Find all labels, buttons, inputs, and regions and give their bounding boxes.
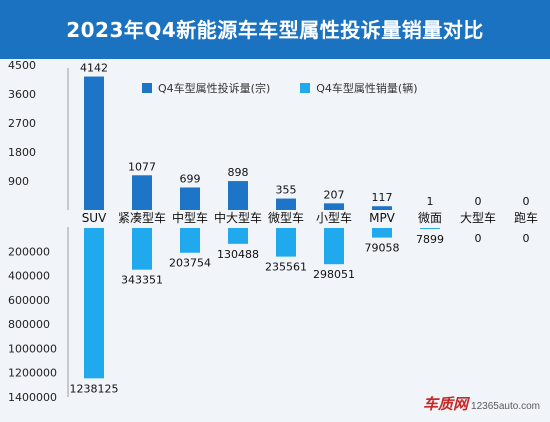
- y-tick-lower-2: 600000: [8, 294, 50, 307]
- category-label-3: 中大型车: [214, 210, 262, 225]
- category-label-4: 微型车: [268, 210, 304, 225]
- legend-item-complaints: Q4车型属性投诉量(宗): [142, 80, 270, 96]
- y-tick-upper-4: 900: [8, 175, 29, 188]
- category-label-6: MPV: [369, 211, 396, 225]
- bar-complaints-3: [228, 181, 248, 210]
- legend: Q4车型属性投诉量(宗) Q4车型属性销量(辆): [142, 80, 418, 96]
- y-tick-lower-5: 1200000: [8, 367, 57, 380]
- bar-complaints-5: [324, 203, 344, 210]
- data-label-complaints-4: 355: [276, 184, 297, 197]
- data-label-complaints-6: 117: [372, 191, 393, 204]
- bar-complaints-1: [132, 175, 152, 210]
- category-label-2: 中型车: [172, 210, 208, 225]
- bar-complaints-4: [276, 198, 296, 210]
- data-label-sales-3: 130488: [217, 248, 259, 261]
- legend-swatch-sales: [300, 83, 311, 93]
- y-tick-lower-6: 1400000: [8, 391, 57, 404]
- watermark-url: 12365auto.com: [471, 401, 540, 412]
- chart-area: 4500 3600 2700 1800 900 200000 400000 600000 800…: [8, 59, 538, 404]
- bar-sales-3: [228, 228, 248, 244]
- category-label-5: 小型车: [316, 210, 352, 225]
- bar-complaints-0: [84, 76, 104, 210]
- bar-sales-0: [84, 228, 104, 379]
- title-banner: [0, 0, 550, 59]
- chart-title: 2023年Q4新能源车车型属性投诉量销量对比: [66, 18, 484, 42]
- data-label-sales-4: 235561: [265, 261, 307, 274]
- data-label-sales-8: 0: [475, 232, 482, 245]
- data-label-complaints-5: 207: [324, 188, 345, 201]
- data-label-sales-9: 0: [523, 232, 530, 245]
- bar-sales-6: [372, 228, 392, 238]
- data-label-sales-0: 1238125: [70, 382, 119, 395]
- legend-label-complaints: Q4车型属性投诉量(宗): [158, 82, 271, 95]
- y-tick-upper-0: 4500: [8, 59, 36, 72]
- legend-item-sales: Q4车型属性销量(辆): [300, 80, 418, 96]
- data-label-sales-1: 343351: [121, 274, 163, 287]
- watermark-logo: 车质网: [423, 395, 469, 413]
- bar-sales-1: [132, 228, 152, 270]
- y-tick-lower-1: 400000: [8, 270, 50, 283]
- y-tick-lower-4: 1000000: [8, 342, 57, 355]
- data-label-complaints-3: 898: [228, 166, 249, 179]
- data-label-complaints-7: 1: [427, 195, 434, 208]
- category-label-8: 大型车: [460, 210, 496, 225]
- category-label-1: 紧凑型车: [118, 210, 166, 225]
- legend-label-sales: Q4车型属性销量(辆): [316, 82, 418, 95]
- data-label-complaints-1: 1077: [128, 160, 156, 173]
- y-tick-upper-2: 2700: [8, 117, 36, 130]
- data-label-sales-5: 298051: [313, 268, 355, 281]
- data-label-complaints-9: 0: [523, 195, 530, 208]
- bar-sales-5: [324, 228, 344, 265]
- y-tick-lower-0: 200000: [8, 245, 50, 258]
- category-label-7: 微面: [418, 211, 442, 225]
- y-tick-upper-1: 3600: [8, 88, 36, 101]
- bar-complaints-6: [372, 206, 392, 210]
- y-tick-lower-3: 800000: [8, 318, 50, 331]
- watermark: 车质网 12365auto.com: [423, 393, 540, 414]
- legend-swatch-complaints: [142, 83, 152, 93]
- y-tick-upper-3: 1800: [8, 146, 36, 159]
- data-label-complaints-2: 699: [180, 172, 201, 185]
- data-label-sales-2: 203754: [169, 257, 211, 270]
- data-label-complaints-8: 0: [475, 195, 482, 208]
- data-label-sales-6: 79058: [365, 242, 400, 255]
- category-label-0: SUV: [82, 211, 107, 225]
- category-label-9: 跑车: [514, 210, 538, 225]
- bar-sales-7: [420, 228, 440, 229]
- data-label-complaints-0: 4142: [80, 62, 108, 75]
- data-label-sales-7: 7899: [416, 233, 444, 246]
- bar-complaints-2: [180, 187, 200, 210]
- bar-sales-4: [276, 228, 296, 257]
- bar-sales-2: [180, 228, 200, 253]
